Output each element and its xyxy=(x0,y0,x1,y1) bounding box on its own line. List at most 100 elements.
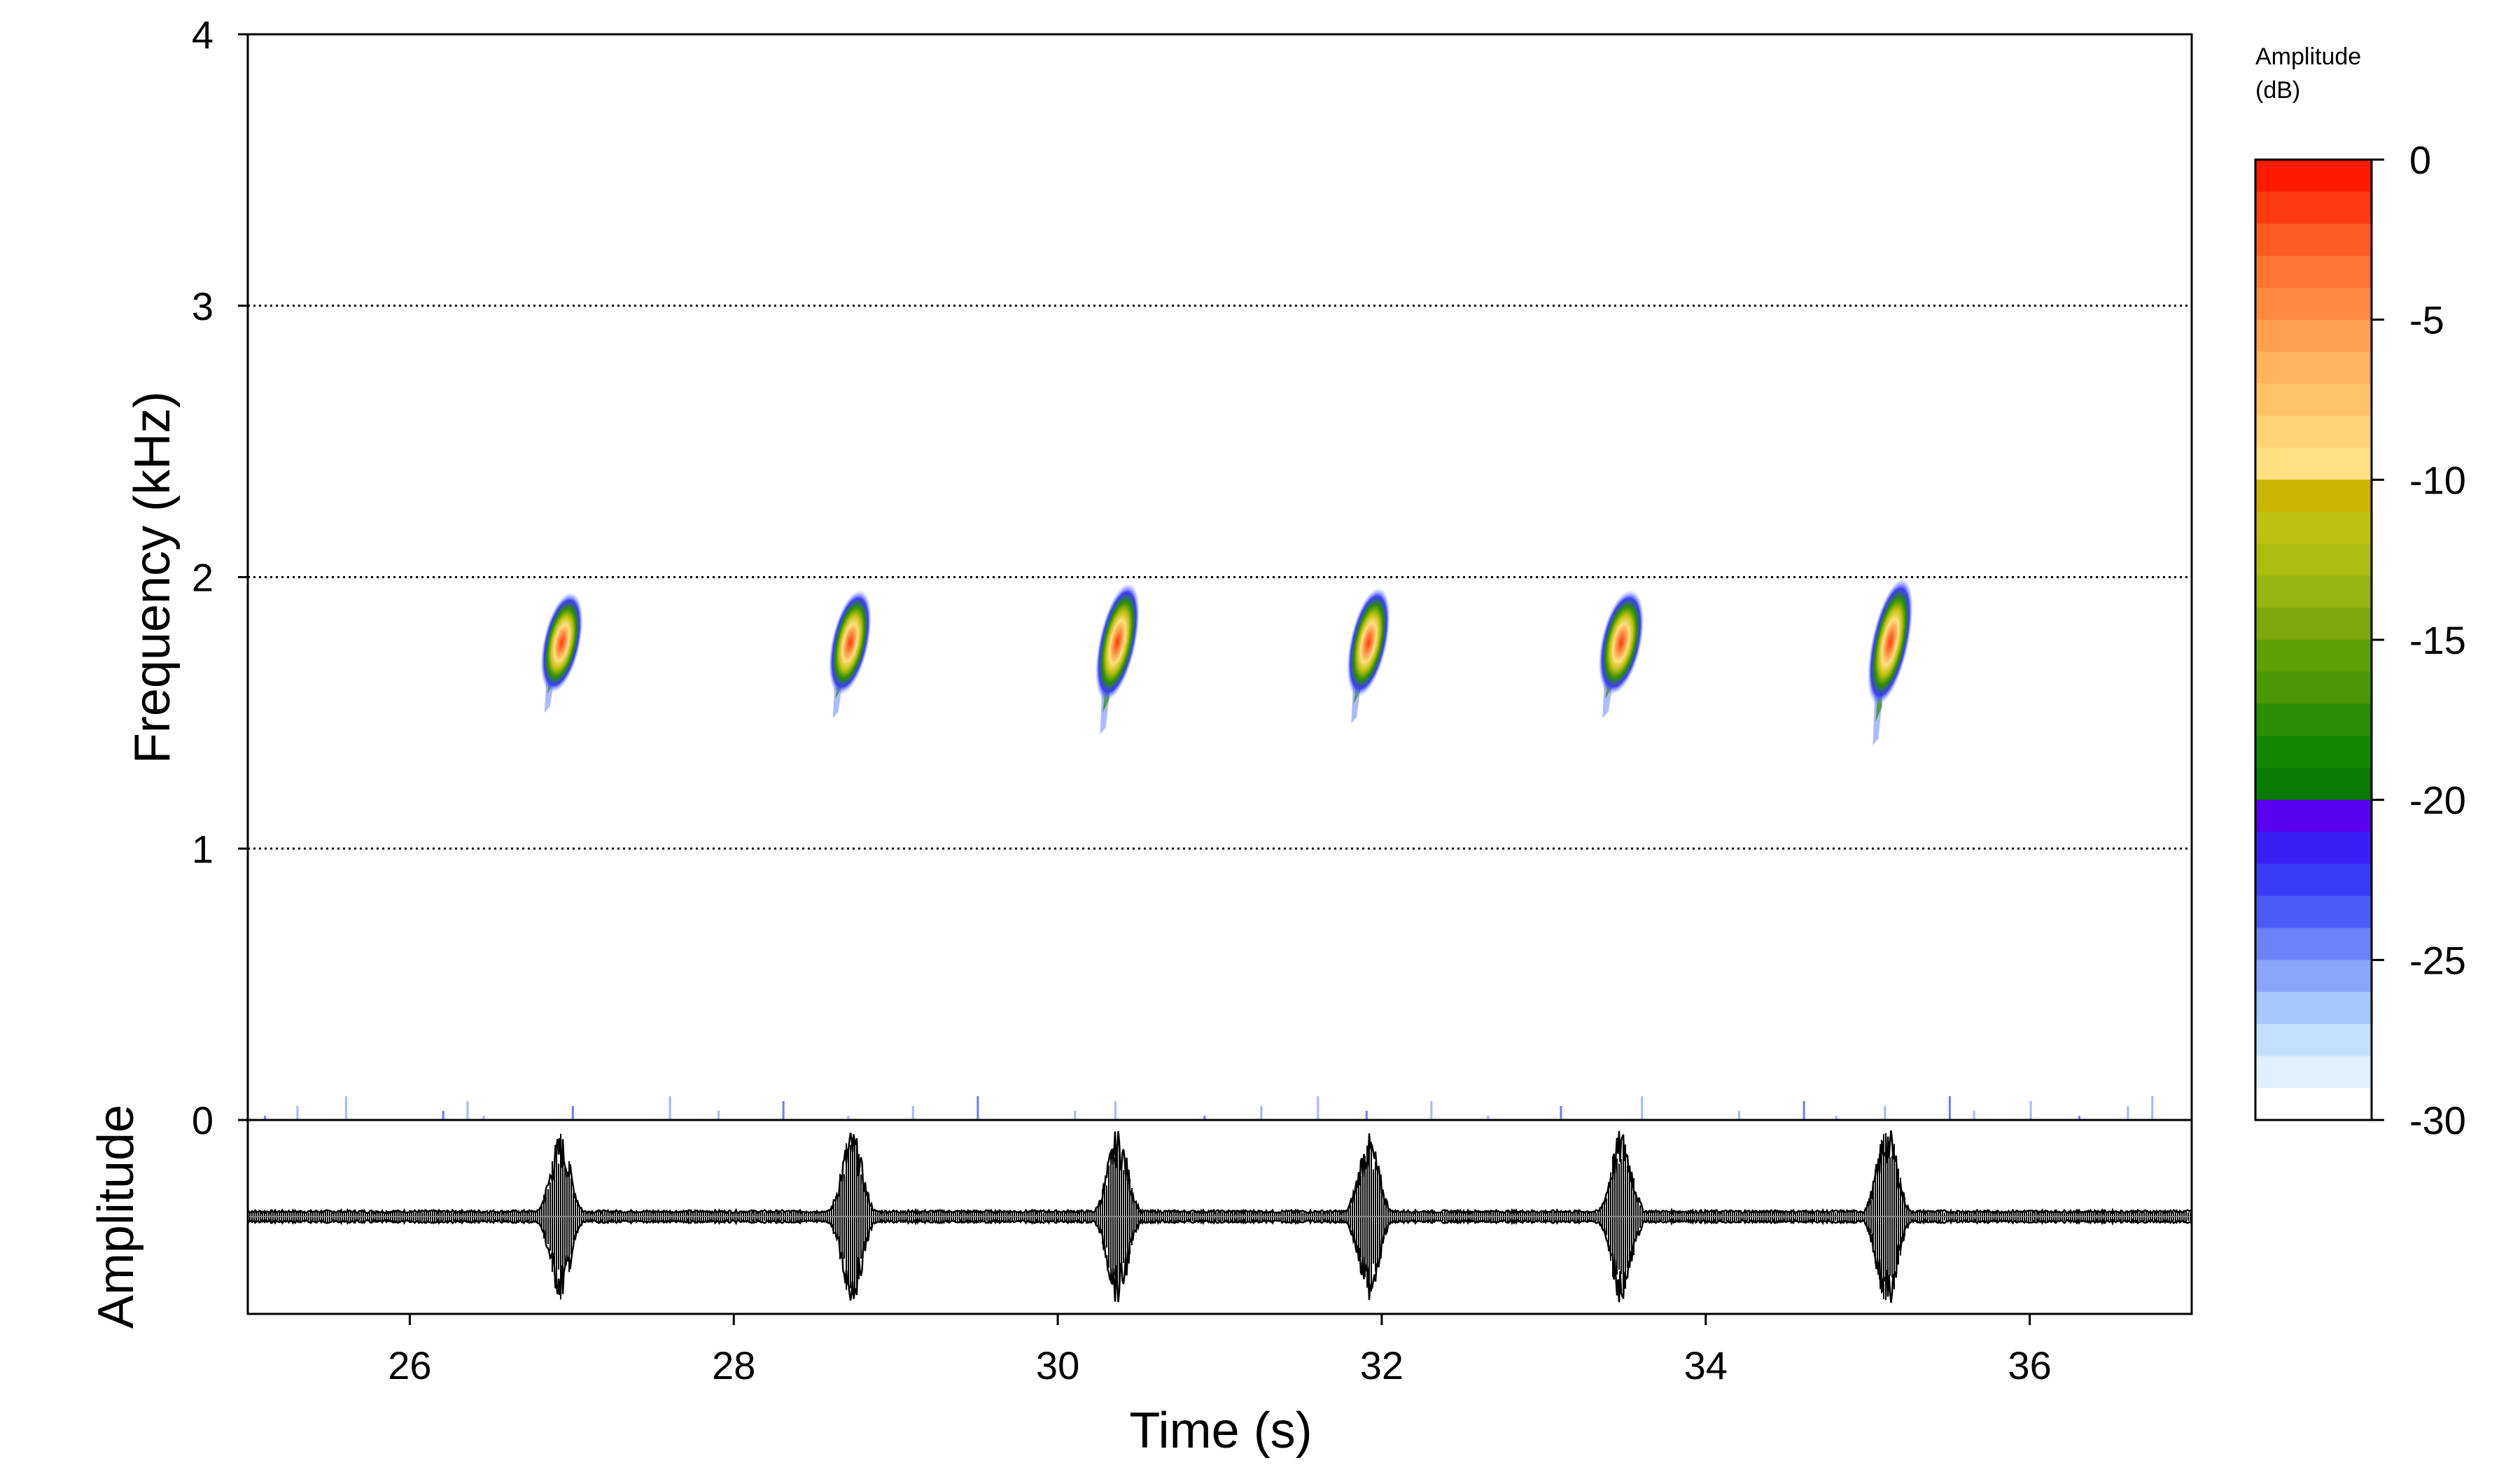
noise-speck xyxy=(911,1106,914,1120)
colorbar-tick-label: -10 xyxy=(2409,458,2466,502)
noise-speck xyxy=(482,1116,485,1120)
call-5 xyxy=(1598,589,1644,719)
noise-speck xyxy=(571,1106,574,1120)
call-4 xyxy=(1347,587,1390,724)
x-tick-label: 26 xyxy=(388,1343,431,1387)
colorbar-tick-label: -20 xyxy=(2409,778,2466,822)
colorbar-step xyxy=(2255,479,2372,512)
y-tick-label: 0 xyxy=(192,1098,214,1142)
call-2 xyxy=(828,589,872,719)
colorbar-unit: (dB) xyxy=(2255,77,2300,104)
spectrogram-low-noise xyxy=(264,1096,2154,1120)
colorbar-step xyxy=(2255,384,2372,416)
noise-speck xyxy=(976,1096,979,1120)
noise-speck xyxy=(264,1116,267,1120)
noise-speck xyxy=(296,1106,299,1120)
noise-speck xyxy=(1074,1111,1077,1120)
colorbar-tick-label: -25 xyxy=(2409,938,2466,982)
colorbar-steps xyxy=(2255,160,2372,1121)
x-tick-label: 34 xyxy=(1684,1343,1728,1387)
colorbar-step xyxy=(2255,512,2372,545)
x-tick-label: 30 xyxy=(1036,1343,1079,1387)
colorbar-title: Amplitude xyxy=(2255,43,2361,70)
colorbar-step xyxy=(2255,895,2372,929)
y-tick-label: 1 xyxy=(192,827,214,871)
colorbar-step xyxy=(2255,160,2372,192)
call-6 xyxy=(1867,578,1913,746)
noise-speck xyxy=(1203,1116,1206,1120)
noise-speck xyxy=(2151,1096,2154,1120)
time-axis: 26 28 30 32 34 36 xyxy=(388,1314,2052,1387)
call-body xyxy=(1867,578,1913,706)
call-body xyxy=(1095,582,1140,702)
noise-speck xyxy=(1973,1111,1975,1120)
y-axis-title: Frequency (kHz) xyxy=(125,391,181,764)
call-body xyxy=(540,592,583,693)
oscillogram-waveform xyxy=(248,1130,2192,1303)
noise-speck xyxy=(668,1096,671,1120)
colorbar-step xyxy=(2255,223,2372,256)
call-1 xyxy=(540,592,583,713)
colorbar-step xyxy=(2255,351,2372,384)
colorbar-step xyxy=(2255,864,2372,897)
x-tick-label: 36 xyxy=(2008,1343,2051,1387)
colorbar-step xyxy=(2255,799,2372,832)
noise-speck xyxy=(1487,1116,1490,1120)
frequency-axis: 0 1 2 3 4 xyxy=(192,13,248,1142)
colorbar-step xyxy=(2255,640,2372,673)
noise-speck xyxy=(2029,1101,2032,1120)
colorbar-step xyxy=(2255,191,2372,224)
colorbar-ticks: 0 -5 -10 -15 -20 -25 -30 xyxy=(2372,138,2466,1142)
colorbar-tick-label: 0 xyxy=(2409,138,2431,182)
colorbar-step xyxy=(2255,736,2372,769)
noise-speck xyxy=(1560,1106,1562,1120)
colorbar-step xyxy=(2255,832,2372,864)
y-tick-label: 4 xyxy=(192,13,214,57)
y-tick-label: 3 xyxy=(192,284,214,328)
noise-speck xyxy=(1948,1096,1951,1120)
noise-speck xyxy=(1884,1106,1886,1120)
x-tick-label: 32 xyxy=(1360,1343,1404,1387)
noise-speck xyxy=(1317,1096,1320,1120)
x-tick-label: 28 xyxy=(712,1343,755,1387)
noise-speck xyxy=(1365,1111,1368,1120)
colorbar-step xyxy=(2255,415,2372,449)
noise-speck xyxy=(1738,1111,1741,1120)
colorbar-step xyxy=(2255,447,2372,480)
colorbar-step xyxy=(2255,287,2372,321)
colorbar-step xyxy=(2255,767,2372,801)
noise-speck xyxy=(344,1096,347,1120)
colorbar-tick-label: -15 xyxy=(2409,618,2466,662)
noise-speck xyxy=(1641,1096,1644,1120)
noise-speck xyxy=(1835,1116,1837,1120)
colorbar-tick-label: -5 xyxy=(2409,298,2444,342)
colorbar-step xyxy=(2255,543,2372,577)
colorbar-step xyxy=(2255,575,2372,608)
noise-speck xyxy=(1114,1101,1117,1120)
colorbar-step xyxy=(2255,1088,2372,1121)
colorbar-step xyxy=(2255,671,2372,704)
colorbar-step xyxy=(2255,255,2372,288)
oscillogram-y-axis-title: Amplitude xyxy=(88,1105,144,1329)
noise-speck xyxy=(782,1101,785,1120)
noise-speck xyxy=(466,1101,469,1120)
noise-speck xyxy=(718,1111,720,1120)
call-body xyxy=(828,589,872,695)
colorbar-step xyxy=(2255,608,2372,640)
noise-speck xyxy=(1260,1106,1263,1120)
noise-speck xyxy=(847,1116,850,1120)
colorbar-step xyxy=(2255,319,2372,352)
colorbar-step xyxy=(2255,960,2372,993)
noise-speck xyxy=(1802,1101,1805,1120)
colorbar-step xyxy=(2255,927,2372,960)
call-body xyxy=(1347,587,1390,697)
x-axis-title: Time (s) xyxy=(1129,1403,1312,1459)
noise-speck xyxy=(1430,1101,1433,1120)
colorbar-tick-label: -30 xyxy=(2409,1098,2466,1142)
colorbar: Amplitude (dB) 0 -5 -10 -15 -20 -25 -30 xyxy=(2254,43,2466,1142)
call-body xyxy=(1598,589,1644,695)
oscillogram-frame xyxy=(246,1119,2193,1315)
call-3 xyxy=(1095,582,1140,735)
colorbar-step xyxy=(2255,1023,2372,1057)
